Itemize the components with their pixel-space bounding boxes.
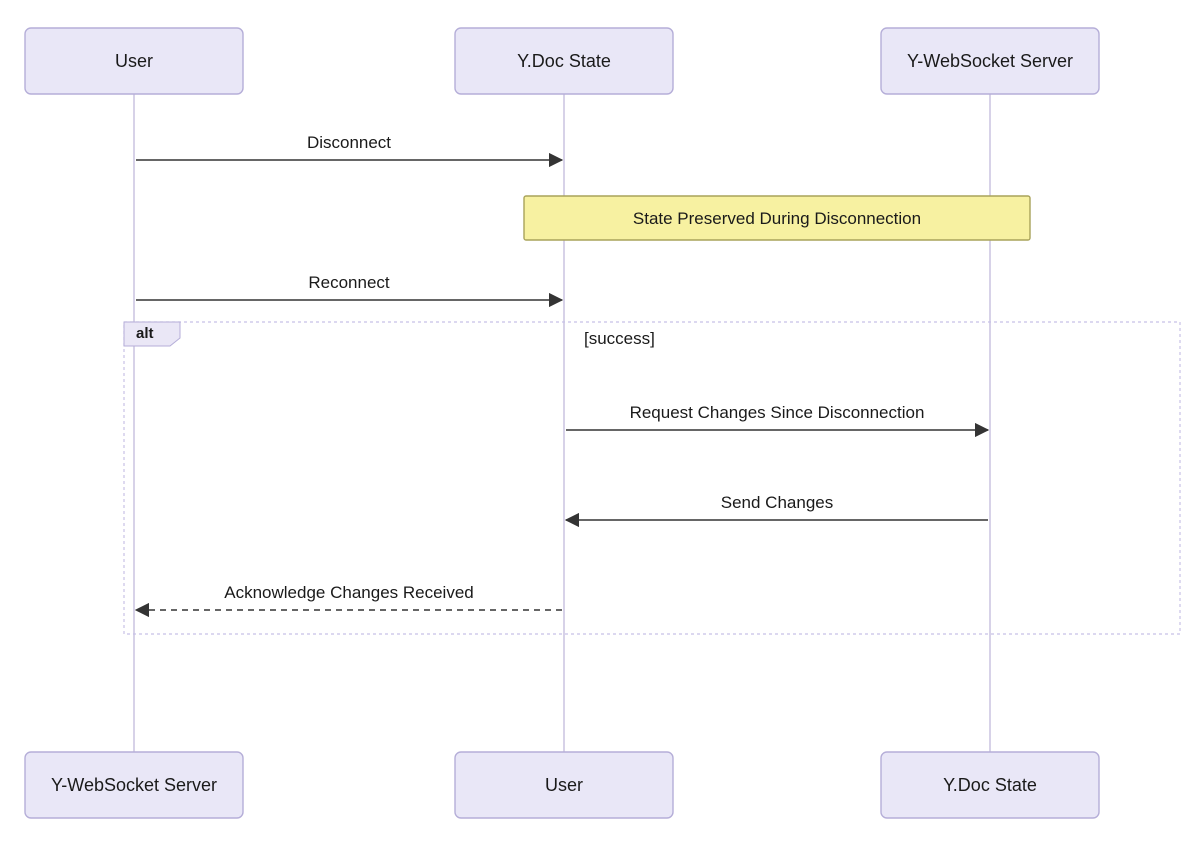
note-label: State Preserved During Disconnection (633, 209, 921, 228)
actor-label: User (115, 51, 153, 71)
actor-label: Y.Doc State (517, 51, 611, 71)
sequence-diagram: alt [success] State Preserved During Disco… (0, 0, 1202, 860)
message-label: Send Changes (721, 493, 833, 512)
message-label: Request Changes Since Disconnection (630, 403, 925, 422)
actor-label: Y-WebSocket Server (907, 51, 1073, 71)
alt-label: alt (136, 325, 154, 342)
message-label: Disconnect (307, 133, 391, 152)
actor-label: Y.Doc State (943, 775, 1037, 795)
actor-label: User (545, 775, 583, 795)
alt-condition: [success] (584, 329, 655, 348)
message-label: Reconnect (308, 273, 390, 292)
message-label: Acknowledge Changes Received (224, 583, 474, 602)
actor-label: Y-WebSocket Server (51, 775, 217, 795)
